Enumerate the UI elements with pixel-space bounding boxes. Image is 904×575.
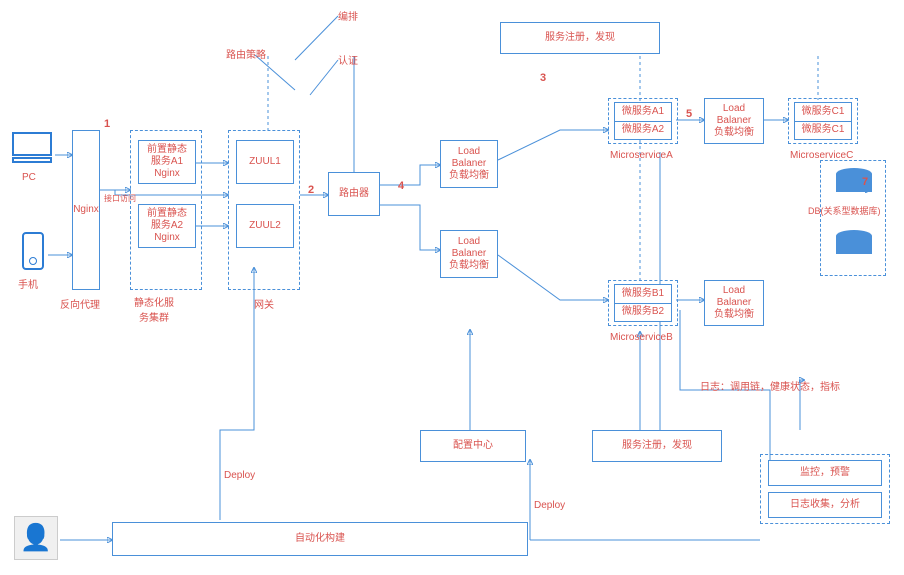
msB-inner: 微服务B1 微服务B2 [614,284,672,322]
registry-top: 服务注册，发现 [500,22,660,54]
pc-label: PC [22,172,36,183]
static-a2: 前置静态 服务A2 Nginx [138,204,196,248]
anno-deploy1: Deploy [224,470,255,481]
anno-deploy2: Deploy [534,500,565,511]
anno-log-note: 日志：调用链，健康状态，指标 [700,378,840,393]
nginx-box: Nginx [72,130,100,290]
phone-label: 手机 [18,276,38,291]
msA-label: MicroserviceA [610,150,673,161]
msB-label: MicroserviceB [610,332,673,343]
db-label: DB(关系型数据库) [808,204,881,217]
anno-renzheng: 认证 [338,52,358,67]
msC-inner: 微服务C1 微服务C1 [794,102,852,140]
phone-icon [22,232,44,270]
static-a1: 前置静态 服务A1 Nginx [138,140,196,184]
static-cluster-label: 静态化服 务集群 [134,294,174,324]
lb1: Load Balaner 负载均衡 [440,140,498,188]
person-icon [14,516,58,560]
config-center: 配置中心 [420,430,526,462]
nginx-text: Nginx [73,204,99,216]
anno-bianpai: 编排 [338,8,358,23]
reverse-proxy-label: 反向代理 [60,296,100,311]
gateway-label: 网关 [254,296,274,311]
edge-1: 1 [104,118,110,130]
edge-5: 5 [686,108,692,120]
edge-2: 2 [308,184,314,196]
db-icon-2 [836,230,872,260]
lbA: Load Balaner 负载均衡 [704,98,764,144]
msA-inner: 微服务A1 微服务A2 [614,102,672,140]
lb2: Load Balaner 负载均衡 [440,230,498,278]
pc-icon [12,132,52,164]
edge-7: 7 [862,176,868,188]
zuul1: ZUUL1 [236,140,294,184]
edge-4: 4 [398,180,404,192]
lbB: Load Balaner 负载均衡 [704,280,764,326]
anno-jiekou: 接口访问 [104,193,136,204]
monitor-box: 监控，预警 [768,460,882,486]
edge-3: 3 [540,72,546,84]
log-box: 日志收集，分析 [768,492,882,518]
router-box: 路由器 [328,172,380,216]
registry-bottom: 服务注册，发现 [592,430,722,462]
anno-luyoucl: 路由策略 [226,46,266,61]
build-box: 自动化构建 [112,522,528,556]
zuul2: ZUUL2 [236,204,294,248]
